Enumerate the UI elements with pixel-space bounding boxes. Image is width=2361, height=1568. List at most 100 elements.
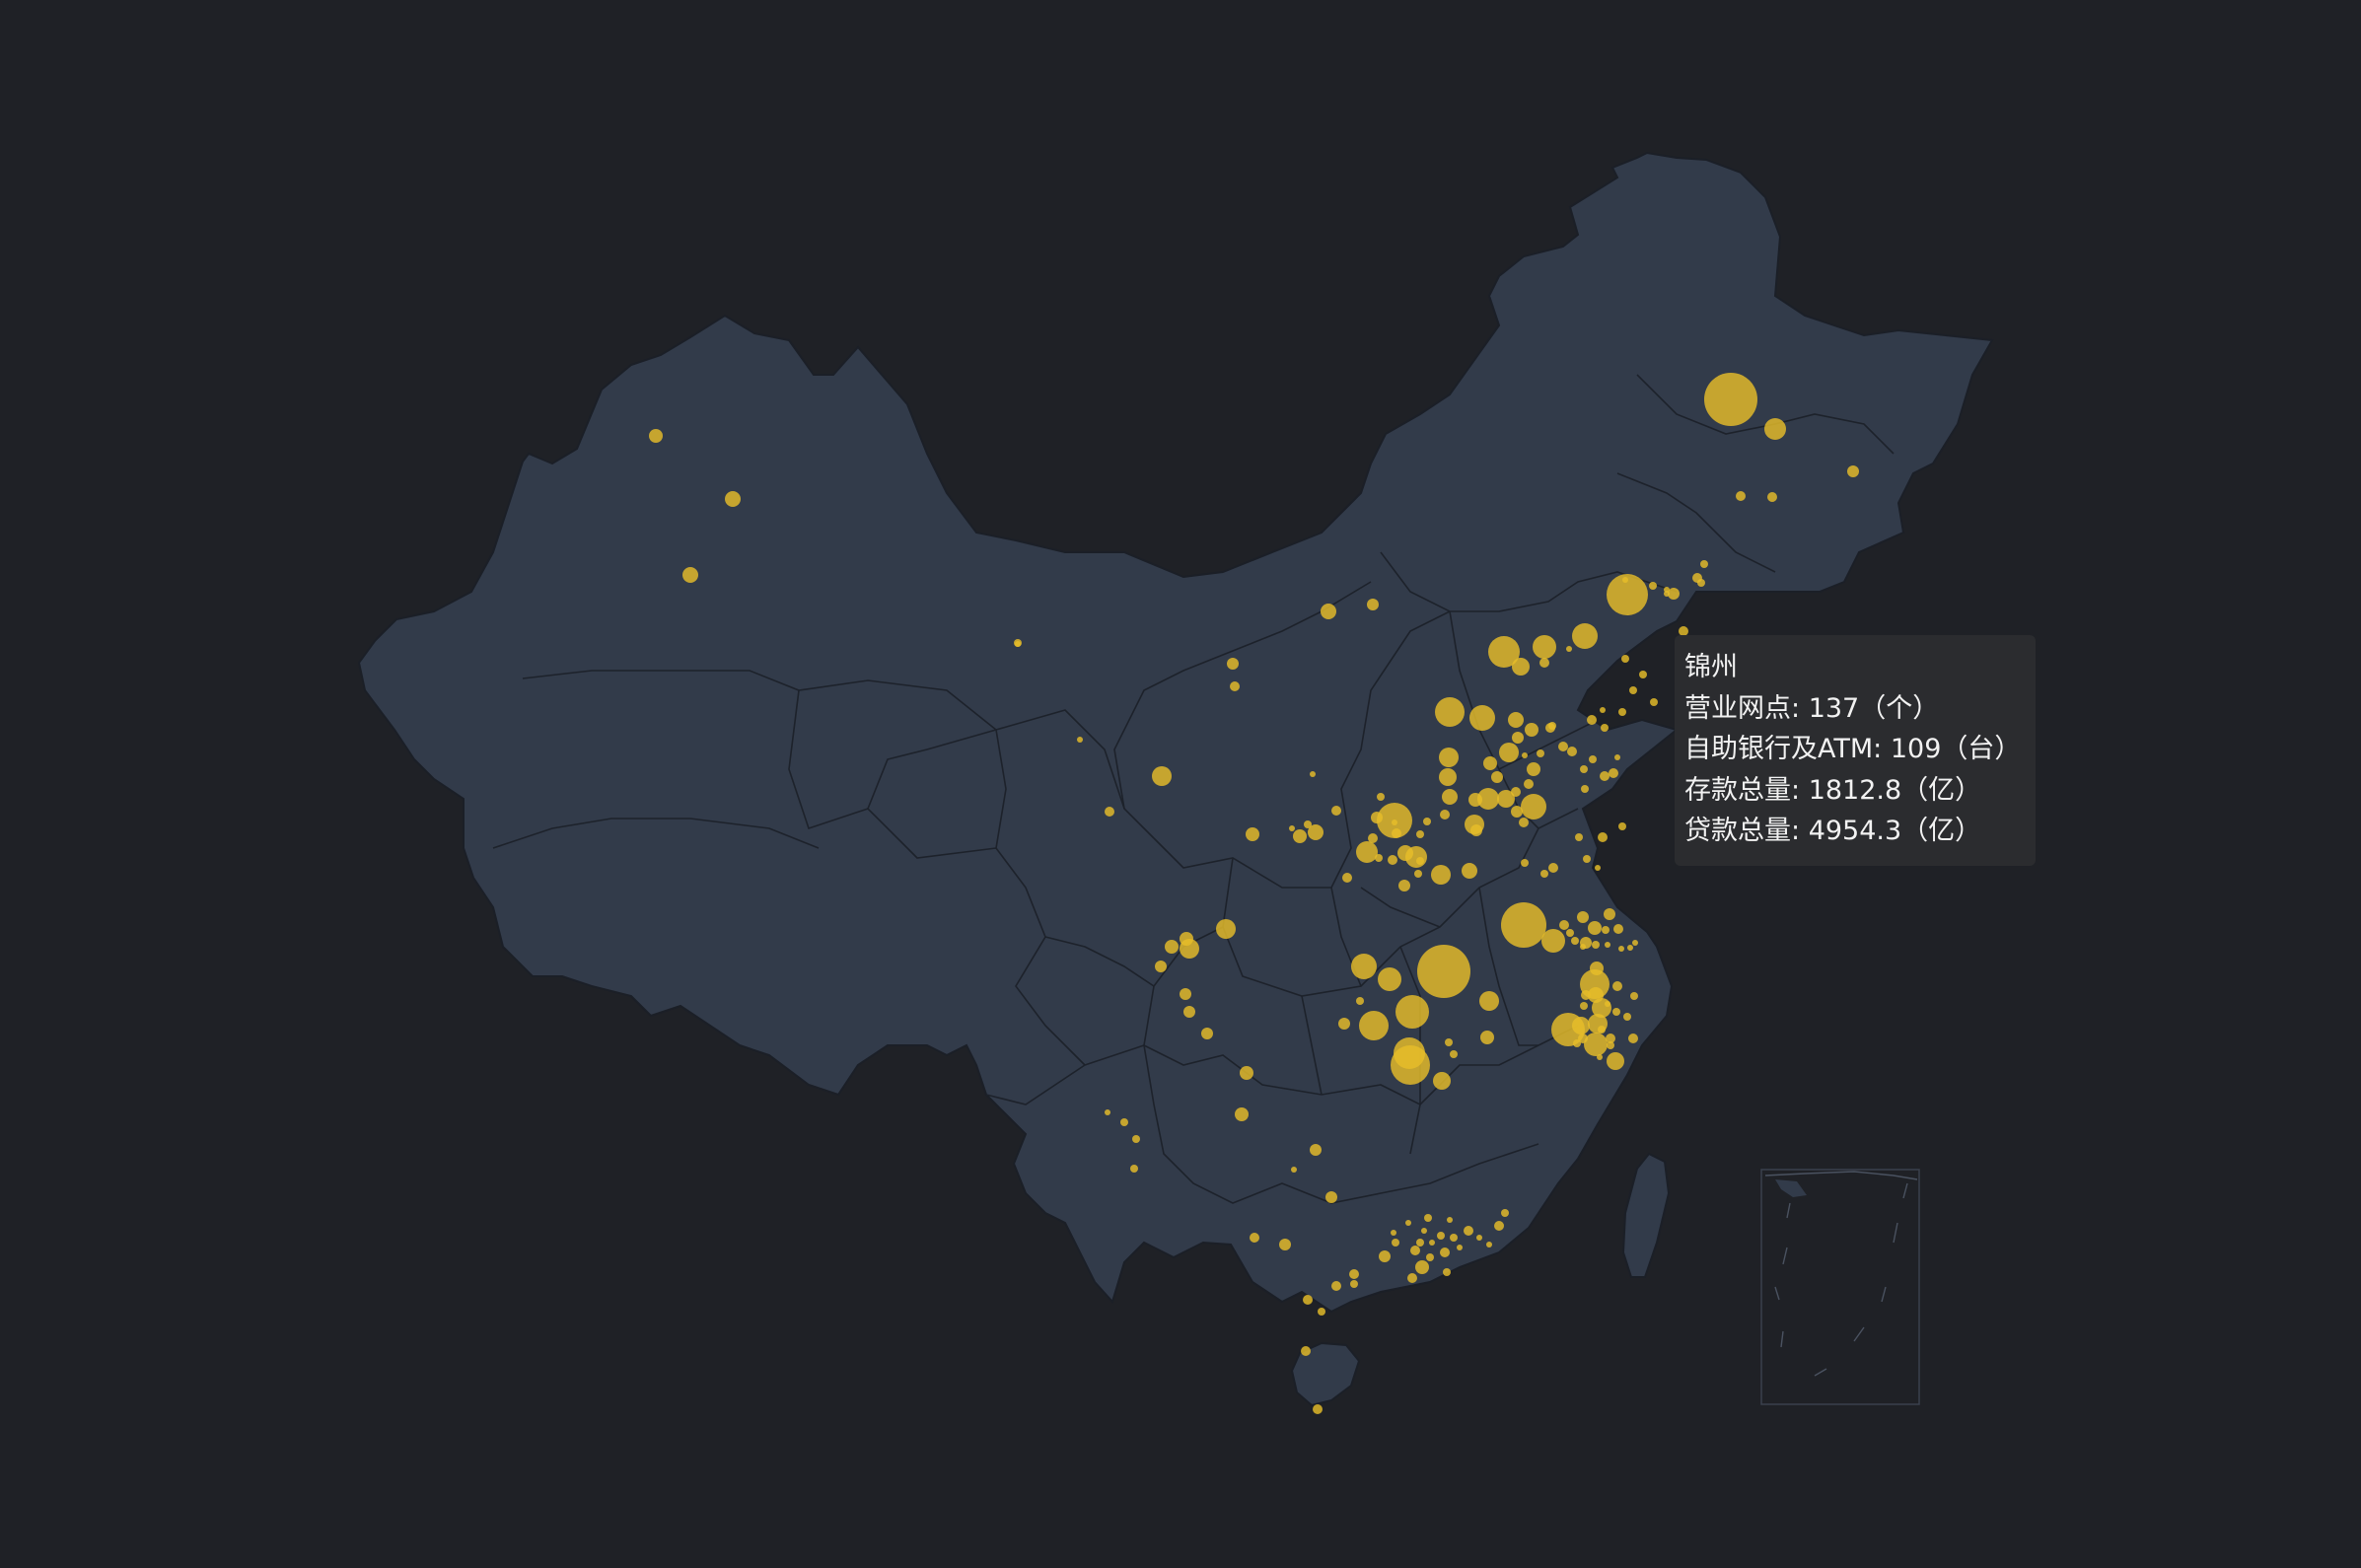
city-bubble[interactable] [1491, 771, 1503, 783]
city-bubble[interactable] [1304, 820, 1312, 828]
city-bubble[interactable] [1180, 939, 1199, 959]
city-bubble[interactable] [1310, 1144, 1322, 1156]
city-bubble[interactable] [1623, 1013, 1631, 1021]
city-bubble[interactable] [1155, 961, 1167, 972]
city-bubble[interactable] [1392, 820, 1397, 825]
city-bubble[interactable] [1622, 577, 1628, 583]
city-bubble[interactable] [1679, 626, 1688, 636]
city-bubble[interactable] [1605, 942, 1610, 948]
city-bubble[interactable] [1429, 1240, 1435, 1246]
city-bubble[interactable] [1279, 1239, 1291, 1250]
city-bubble[interactable] [1618, 946, 1624, 952]
city-bubble[interactable] [1350, 1280, 1358, 1288]
city-bubble[interactable] [1566, 929, 1574, 937]
city-bubble[interactable] [1371, 812, 1383, 823]
city-bubble[interactable] [1587, 715, 1597, 725]
city-bubble[interactable] [1421, 1228, 1427, 1234]
city-bubble[interactable] [1628, 1033, 1638, 1043]
city-bubble[interactable] [1704, 373, 1757, 426]
city-bubble[interactable] [1443, 1268, 1451, 1276]
city-bubble[interactable] [1589, 755, 1597, 763]
city-bubble[interactable] [1447, 1217, 1453, 1223]
city-bubble[interactable] [1540, 870, 1548, 878]
city-bubble[interactable] [1499, 743, 1519, 762]
city-bubble[interactable] [1331, 1281, 1341, 1291]
city-bubble[interactable] [1367, 599, 1379, 610]
city-bubble[interactable] [1575, 833, 1583, 841]
city-bubble[interactable] [1632, 940, 1638, 946]
city-bubble[interactable] [1539, 658, 1549, 668]
city-bubble[interactable] [1566, 646, 1572, 652]
city-bubble[interactable] [1650, 698, 1658, 706]
city-bubble[interactable] [1501, 902, 1546, 948]
city-bubble[interactable] [1590, 962, 1604, 975]
city-bubble[interactable] [1607, 574, 1648, 615]
city-bubble[interactable] [725, 491, 741, 507]
city-bubble[interactable] [1486, 1242, 1492, 1247]
city-bubble[interactable] [1581, 990, 1591, 1000]
city-bubble[interactable] [1310, 771, 1316, 777]
city-bubble[interactable] [1359, 1011, 1389, 1040]
city-bubble[interactable] [1629, 686, 1637, 694]
city-bubble[interactable] [1627, 945, 1633, 951]
city-bubble[interactable] [1356, 997, 1364, 1005]
city-bubble[interactable] [1216, 919, 1236, 939]
city-bubble[interactable] [1604, 908, 1615, 920]
city-bubble[interactable] [1598, 1026, 1606, 1033]
city-bubble[interactable] [1606, 1033, 1615, 1043]
city-bubble[interactable] [1607, 1041, 1614, 1049]
city-bubble[interactable] [1577, 911, 1589, 923]
city-bubble[interactable] [1439, 748, 1459, 767]
city-bubble[interactable] [1497, 790, 1515, 808]
city-bubble[interactable] [1375, 854, 1383, 862]
city-bubble[interactable] [1483, 756, 1497, 770]
city-bubble[interactable] [1318, 1308, 1325, 1316]
city-bubble[interactable] [1609, 768, 1618, 778]
city-bubble[interactable] [1351, 954, 1377, 979]
city-bubble[interactable] [1601, 724, 1609, 732]
city-bubble[interactable] [1508, 712, 1524, 728]
city-bubble[interactable] [1511, 806, 1523, 818]
city-bubble[interactable] [1614, 754, 1620, 760]
city-bubble[interactable] [1301, 1346, 1311, 1356]
city-bubble[interactable] [1468, 793, 1482, 807]
city-bubble[interactable] [1416, 1239, 1424, 1247]
city-bubble[interactable] [1240, 1066, 1253, 1080]
city-bubble[interactable] [1524, 779, 1534, 789]
city-bubble[interactable] [1479, 991, 1499, 1011]
city-bubble[interactable] [1325, 1191, 1337, 1203]
city-bubble[interactable] [1664, 591, 1670, 597]
city-bubble[interactable] [1379, 1250, 1391, 1262]
city-bubble[interactable] [1405, 846, 1427, 868]
city-bubble[interactable] [1356, 841, 1378, 863]
city-bubble[interactable] [1477, 788, 1499, 810]
city-bubble[interactable] [1480, 1031, 1494, 1044]
city-bubble[interactable] [1559, 920, 1569, 930]
city-bubble[interactable] [1607, 1052, 1624, 1070]
city-bubble[interactable] [1700, 560, 1708, 568]
city-bubble[interactable] [1303, 1295, 1313, 1305]
city-bubble[interactable] [1331, 806, 1341, 816]
city-bubble[interactable] [1736, 491, 1746, 501]
city-bubble[interactable] [1571, 937, 1579, 945]
city-bubble[interactable] [1105, 807, 1114, 817]
city-bubble[interactable] [649, 429, 663, 443]
city-bubble[interactable] [1235, 1107, 1249, 1121]
city-bubble[interactable] [1431, 865, 1451, 885]
city-bubble[interactable] [1618, 822, 1626, 830]
city-bubble[interactable] [1439, 768, 1457, 786]
city-bubble[interactable] [1377, 793, 1385, 801]
city-bubble[interactable] [1541, 929, 1565, 953]
city-bubble[interactable] [1597, 1054, 1603, 1060]
city-bubble[interactable] [1621, 655, 1629, 663]
city-bubble[interactable] [1424, 1214, 1432, 1222]
city-bubble[interactable] [1442, 789, 1458, 805]
city-bubble[interactable] [1246, 827, 1259, 841]
city-bubble[interactable] [1077, 737, 1083, 743]
city-bubble[interactable] [1612, 1008, 1620, 1016]
city-bubble[interactable] [1488, 636, 1520, 668]
city-bubble[interactable] [1527, 762, 1540, 776]
city-bubble[interactable] [1602, 926, 1610, 934]
city-bubble[interactable] [1313, 1404, 1323, 1414]
city-bubble[interactable] [1414, 870, 1422, 878]
